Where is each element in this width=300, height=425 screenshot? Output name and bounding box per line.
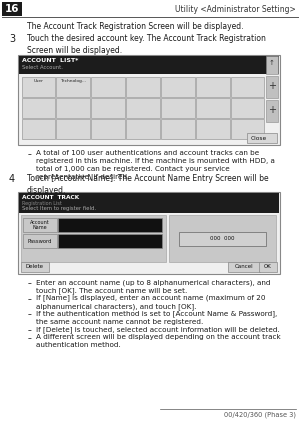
Bar bbox=[266, 56, 278, 74]
Bar bbox=[19, 193, 279, 213]
Bar bbox=[196, 119, 230, 139]
Bar bbox=[231, 119, 265, 139]
Text: Select Account.: Select Account. bbox=[22, 65, 63, 70]
Bar bbox=[56, 97, 90, 117]
Text: OK: OK bbox=[264, 264, 272, 269]
Text: –: – bbox=[28, 310, 32, 320]
Text: A different screen will be displayed depending on the account track
authenticati: A different screen will be displayed dep… bbox=[36, 334, 281, 348]
Text: Technolog...: Technolog... bbox=[60, 79, 86, 83]
Bar bbox=[23, 218, 57, 232]
Bar bbox=[19, 56, 279, 74]
Text: Registration List: Registration List bbox=[22, 201, 62, 206]
Text: –: – bbox=[28, 279, 32, 288]
Text: Cancel: Cancel bbox=[235, 264, 253, 269]
Bar bbox=[22, 119, 56, 139]
Bar bbox=[161, 119, 195, 139]
Text: Close: Close bbox=[251, 136, 267, 141]
Bar bbox=[21, 215, 166, 262]
Text: If [Delete] is touched, selected account information will be deleted.: If [Delete] is touched, selected account… bbox=[36, 326, 280, 333]
Text: Password: Password bbox=[28, 238, 52, 244]
Text: ACCOUNT  LIST*: ACCOUNT LIST* bbox=[22, 58, 78, 63]
Text: 000  000: 000 000 bbox=[210, 236, 235, 241]
Bar bbox=[161, 76, 195, 96]
Bar bbox=[18, 192, 280, 274]
Bar bbox=[126, 97, 160, 117]
Bar bbox=[196, 76, 230, 96]
Text: Enter an account name (up to 8 alphanumerical characters), and
touch [OK]. The a: Enter an account name (up to 8 alphanume… bbox=[36, 279, 271, 294]
Bar bbox=[126, 119, 160, 139]
Bar bbox=[231, 97, 265, 117]
Text: Select Item to register field.: Select Item to register field. bbox=[22, 206, 96, 211]
Text: User: User bbox=[34, 79, 44, 83]
Text: Account
Name: Account Name bbox=[30, 220, 50, 230]
Text: 00/420/360 (Phase 3): 00/420/360 (Phase 3) bbox=[224, 411, 296, 417]
Bar bbox=[196, 97, 230, 117]
Bar bbox=[91, 76, 125, 96]
Text: –: – bbox=[28, 334, 32, 343]
Bar bbox=[2, 2, 22, 16]
Bar bbox=[231, 76, 265, 96]
Text: +: + bbox=[268, 81, 276, 91]
Text: If the authentication method is set to [Account Name & Password],
the same accou: If the authentication method is set to [… bbox=[36, 310, 277, 325]
Text: ↑: ↑ bbox=[269, 60, 275, 66]
Text: 16: 16 bbox=[5, 4, 19, 14]
Bar bbox=[247, 133, 277, 143]
Bar bbox=[91, 97, 125, 117]
Text: Touch [Account Name]. The Account Name Entry Screen will be
displayed.: Touch [Account Name]. The Account Name E… bbox=[27, 174, 268, 195]
Text: –: – bbox=[28, 326, 32, 335]
Bar bbox=[18, 55, 280, 145]
Text: Delete: Delete bbox=[26, 264, 44, 269]
Bar bbox=[228, 262, 260, 272]
Bar bbox=[21, 262, 49, 272]
Text: A total of 100 user authentications and account tracks can be
registered in this: A total of 100 user authentications and … bbox=[36, 150, 275, 180]
Bar bbox=[58, 234, 162, 248]
Bar bbox=[161, 97, 195, 117]
Text: –: – bbox=[28, 150, 32, 159]
Text: 4: 4 bbox=[9, 174, 15, 184]
Bar bbox=[179, 232, 266, 246]
Text: 3: 3 bbox=[9, 34, 15, 44]
Bar bbox=[169, 215, 276, 262]
Bar bbox=[266, 76, 278, 98]
Bar bbox=[22, 97, 56, 117]
Bar bbox=[259, 262, 277, 272]
Text: The Account Track Registration Screen will be displayed.: The Account Track Registration Screen wi… bbox=[27, 22, 244, 31]
Bar bbox=[126, 76, 160, 96]
Text: If [Name] is displayed, enter an account name (maximum of 20
alphanumerical char: If [Name] is displayed, enter an account… bbox=[36, 295, 266, 310]
Bar bbox=[22, 76, 56, 96]
Bar bbox=[56, 76, 90, 96]
Bar bbox=[23, 234, 57, 248]
Text: Touch the desired account key. The Account Track Registration
Screen will be dis: Touch the desired account key. The Accou… bbox=[27, 34, 266, 55]
Text: Utility <Administrator Setting>: Utility <Administrator Setting> bbox=[175, 5, 296, 14]
Bar bbox=[91, 119, 125, 139]
Bar bbox=[266, 100, 278, 122]
Bar bbox=[58, 218, 162, 232]
Text: +: + bbox=[268, 105, 276, 115]
Text: –: – bbox=[28, 295, 32, 304]
Bar bbox=[56, 119, 90, 139]
Text: ACCOUNT  TRACK: ACCOUNT TRACK bbox=[22, 195, 79, 200]
